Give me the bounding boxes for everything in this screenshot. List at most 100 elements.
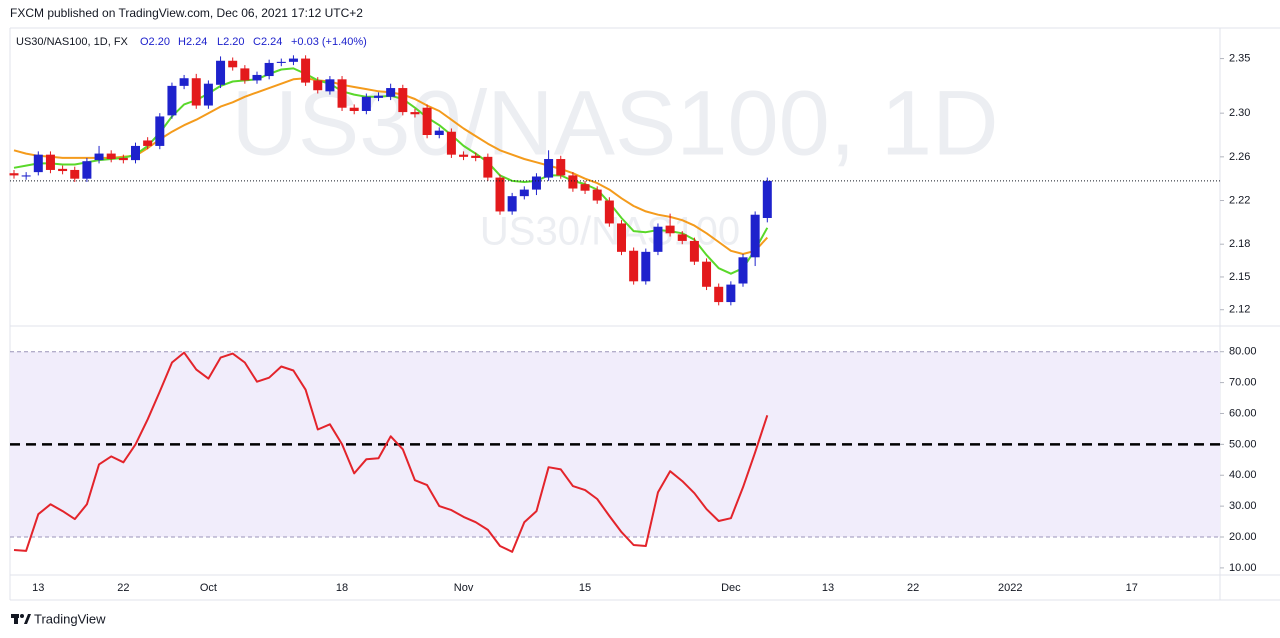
candle-body: [410, 112, 420, 115]
candle-body: [374, 95, 383, 98]
x-tick-label: 2022: [998, 582, 1022, 594]
candle-body: [519, 189, 529, 197]
brand: TradingView: [34, 611, 106, 626]
candle-body: [592, 189, 602, 201]
candle-body: [155, 116, 165, 146]
close-label: C2.24: [253, 36, 282, 48]
candle-body: [665, 225, 675, 234]
y-tick-label: 2.22: [1229, 194, 1250, 206]
y-tick-label: 60.00: [1229, 407, 1257, 419]
symbol: US30/NAS100, 1D, FX: [16, 36, 129, 48]
candle-body: [94, 153, 104, 161]
x-tick-label: 13: [822, 582, 834, 594]
candle-body: [288, 58, 298, 62]
x-tick-label: 15: [579, 582, 591, 594]
candle-body: [495, 177, 505, 212]
candle-body: [118, 157, 128, 161]
candle-body: [544, 159, 554, 178]
candle-body: [689, 240, 699, 262]
y-tick-label: 40.00: [1229, 469, 1257, 481]
candle-body: [349, 107, 359, 111]
y-tick-label: 2.12: [1229, 304, 1250, 316]
candle-body: [617, 223, 626, 252]
candle-body: [629, 250, 639, 282]
open-label: O2.20: [140, 36, 170, 48]
candle-body: [386, 88, 396, 97]
candle-body: [264, 62, 274, 77]
line: [13, 351, 769, 553]
candle-body: [167, 85, 177, 116]
published: FXCM published on TradingView.com, Dec 0…: [10, 6, 363, 20]
y-tick-label: 30.00: [1229, 500, 1257, 512]
candle-body: [82, 161, 92, 179]
candle-body: [726, 284, 736, 303]
y-tick-label: 2.35: [1229, 52, 1250, 64]
candle-body: [276, 61, 286, 63]
candle-body: [106, 153, 116, 160]
change-label: +0.03 (+1.40%): [291, 36, 367, 48]
brand-logo: [11, 614, 31, 624]
candle-body: [70, 169, 80, 179]
candle-body: [738, 257, 748, 284]
candle-body: [203, 83, 213, 106]
low-label: L2.20: [217, 36, 245, 48]
watermark-group: US30/NAS100, 1D US30/NAS100: [231, 72, 998, 253]
candle-body: [446, 131, 456, 155]
candle-body: [459, 154, 469, 157]
y-tick-label: 2.15: [1229, 271, 1250, 283]
y-tick-label: 2.18: [1229, 238, 1250, 250]
high-label: H2.24: [178, 36, 207, 48]
y-tick-label: 80.00: [1229, 346, 1257, 358]
candle-body: [337, 79, 347, 108]
candle-body: [604, 200, 614, 224]
x-tick-label: 17: [1126, 582, 1138, 594]
candle-body: [301, 58, 311, 83]
y-tick-label: 50.00: [1229, 438, 1257, 450]
x-tick-label: 18: [336, 582, 348, 594]
candle-body: [762, 180, 772, 218]
y-tick-label: 20.00: [1229, 531, 1257, 543]
x-tick-label: Nov: [454, 582, 474, 594]
x-tick-label: 22: [907, 582, 919, 594]
candle-body: [58, 168, 68, 172]
candle-body: [45, 154, 55, 170]
candle-body: [531, 176, 541, 190]
x-tick-label: 13: [32, 582, 44, 594]
candle-body: [191, 78, 201, 106]
x-tick-label: 22: [117, 582, 129, 594]
candle-body: [21, 175, 31, 177]
candle-body: [568, 175, 578, 189]
candle-body: [240, 68, 250, 81]
candle-body: [143, 140, 153, 146]
candle-body: [131, 145, 140, 161]
candle-body: [580, 184, 590, 191]
candle-body: [228, 60, 238, 68]
candle-body: [179, 78, 189, 86]
candle-body: [422, 107, 432, 136]
candle-body: [434, 130, 444, 136]
x-tick-label: Dec: [721, 582, 741, 594]
candle-body: [653, 226, 663, 252]
y-tick-label: 10.00: [1229, 562, 1257, 574]
candle-body: [677, 234, 687, 241]
candle-body: [252, 74, 262, 81]
candle-body: [483, 156, 493, 178]
candle-body: [33, 154, 43, 173]
candle-body: [471, 155, 481, 158]
candle-body: [641, 251, 651, 282]
candle-body: [556, 159, 566, 176]
y-tick-label: 2.26: [1229, 151, 1250, 163]
candle-body: [325, 79, 335, 92]
candle-body: [750, 214, 760, 258]
candle-body: [398, 88, 408, 113]
y-tick-label: 2.30: [1229, 107, 1250, 119]
candle-body: [702, 261, 712, 287]
watermark: US30/NAS100, 1D: [231, 72, 998, 174]
candle-body: [313, 80, 323, 91]
x-tick-label: Oct: [200, 582, 217, 594]
candle-body: [507, 196, 517, 212]
candle-body: [216, 60, 226, 85]
candle-body: [361, 96, 371, 111]
